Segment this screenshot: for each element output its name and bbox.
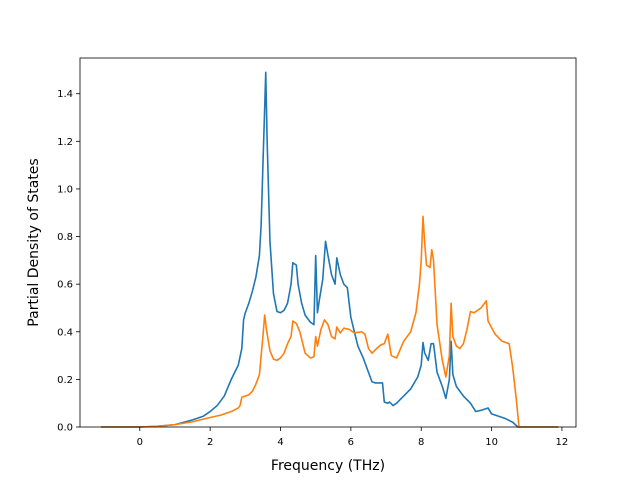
x-tick-label: 4 [277,437,283,448]
y-tick-label: 1.0 [57,184,73,195]
series-layer [101,71,559,428]
y-tick-label: 0.8 [57,232,73,243]
x-tick-label: 12 [556,437,569,448]
y-tick-label: 0.2 [57,375,73,386]
x-axis-label: Frequency (THz) [271,458,385,474]
y-tick-label: 0.6 [57,280,73,291]
x-tick-label: 2 [207,437,213,448]
x-tick-label: 10 [485,437,498,448]
y-axis-ticks: 0.0 0.2 0.4 0.6 0.8 1.0 1.2 1.4 [57,89,80,434]
series-line-2 [101,215,559,428]
y-tick-label: 0.0 [57,423,73,434]
y-tick-label: 0.4 [57,327,73,338]
y-axis-label: Partial Density of States [26,158,42,326]
x-tick-label: 6 [348,437,354,448]
x-tick-label: 8 [418,437,424,448]
x-tick-label: 0 [137,437,143,448]
y-tick-label: 1.2 [57,137,73,148]
x-axis-ticks: 0 2 4 6 8 10 12 [137,427,569,448]
plot-frame [79,57,577,428]
series-line-1 [101,71,559,428]
y-tick-label: 1.4 [57,89,73,100]
